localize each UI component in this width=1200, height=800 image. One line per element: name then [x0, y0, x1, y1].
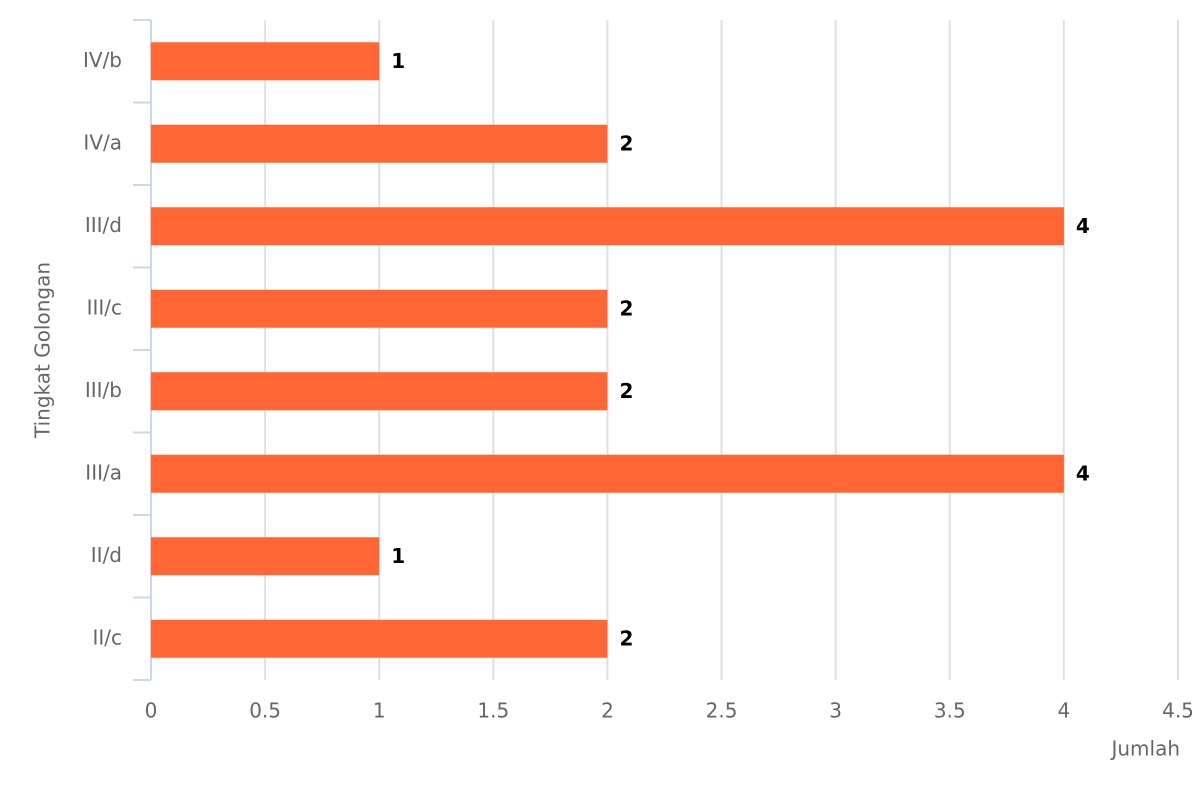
x-tick-label: 2 [601, 699, 614, 723]
bar [151, 124, 608, 163]
bar [151, 289, 608, 328]
value-label: 2 [619, 131, 633, 155]
y-tick-label: II/d [91, 543, 122, 567]
y-tick-label: III/a [85, 460, 122, 484]
y-tick-label: III/d [85, 213, 122, 237]
y-axis-title: Tingkat Golongan [31, 262, 55, 439]
bar [151, 207, 1064, 246]
bar [151, 372, 608, 411]
bar [151, 454, 1064, 493]
y-tick-label: III/b [85, 378, 122, 402]
bar [151, 619, 608, 658]
x-tick-label: 1 [373, 699, 386, 723]
x-tick-label: 0.5 [249, 699, 281, 723]
x-tick-label: 1.5 [477, 699, 509, 723]
y-tick-label: III/c [87, 295, 122, 319]
value-label: 1 [391, 49, 405, 73]
value-label: 4 [1076, 214, 1090, 238]
value-label: 1 [391, 544, 405, 568]
value-label: 4 [1076, 461, 1090, 485]
x-tick-label: 2.5 [706, 699, 738, 723]
value-label: 2 [619, 626, 633, 650]
x-axis-title: Jumlah [1109, 737, 1180, 761]
bar [151, 537, 380, 576]
bar [151, 42, 380, 81]
x-tick-label: 0 [145, 699, 158, 723]
y-tick-label: IV/a [83, 130, 122, 154]
y-tick-label: II/c [92, 625, 122, 649]
x-tick-label: 3.5 [934, 699, 966, 723]
x-tick-label: 4.5 [1162, 699, 1194, 723]
value-label: 2 [619, 296, 633, 320]
value-label: 2 [619, 379, 633, 403]
x-tick-label: 4 [1058, 699, 1071, 723]
x-tick-label: 3 [829, 699, 842, 723]
y-tick-label: IV/b [83, 48, 122, 72]
